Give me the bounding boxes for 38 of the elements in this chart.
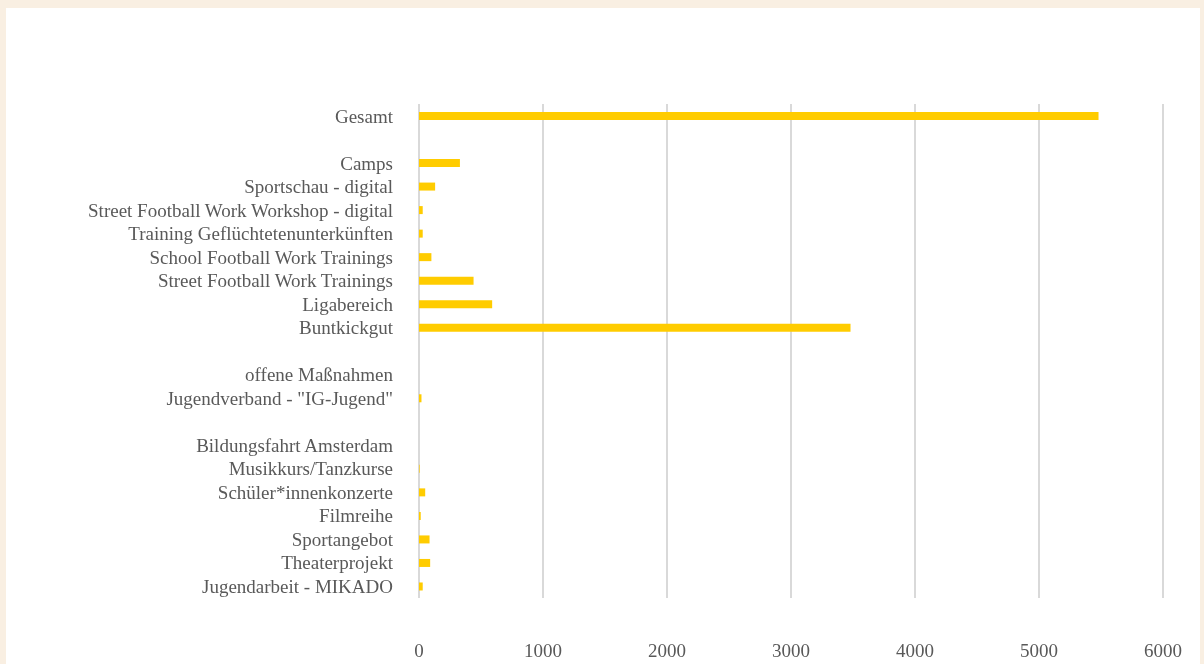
bar xyxy=(419,159,460,168)
y-tick-label: Street Football Work Trainings xyxy=(157,270,393,292)
bar xyxy=(419,276,474,285)
y-tick-label: Training Geflüchtetenunterkünften xyxy=(128,223,394,245)
x-tick-label: 1000 xyxy=(524,640,562,662)
x-tick-label: 0 xyxy=(414,640,424,662)
x-tick-label: 4000 xyxy=(896,640,934,662)
y-tick-label: Musikkurs/Tanzkurse xyxy=(228,458,393,480)
bar xyxy=(419,582,423,591)
y-tick-label: Sportschau - digital xyxy=(244,176,393,198)
y-tick-label: Camps xyxy=(340,152,393,174)
bar xyxy=(419,206,423,215)
y-tick-label: offene Maßnahmen xyxy=(245,364,394,386)
y-tick-label: Schüler*innenkonzerte xyxy=(217,481,393,503)
y-tick-label: Gesamt xyxy=(334,105,394,127)
x-tick-label: 5000 xyxy=(1020,640,1058,662)
bar xyxy=(419,535,430,544)
y-tick-label: Jugendarbeit - MIKADO xyxy=(201,575,393,597)
y-tick-label: Filmreihe xyxy=(319,505,393,527)
y-tick-label: Bildungsfahrt Amsterdam xyxy=(196,434,394,456)
y-tick-label: Theaterprojekt xyxy=(281,552,394,574)
y-tick-label: Ligabereich xyxy=(302,293,394,315)
bar xyxy=(419,112,1099,120)
x-tick-label: 6000 xyxy=(1144,640,1182,662)
bar xyxy=(419,558,431,567)
y-tick-label: School Football Work Trainings xyxy=(149,246,393,268)
y-tick-label: Jugendverband - "IG-Jugend" xyxy=(166,387,393,409)
bar xyxy=(419,229,423,238)
bar xyxy=(419,323,851,332)
y-tick-label: Street Football Work Workshop - digital xyxy=(88,199,393,221)
bar xyxy=(419,300,493,309)
y-tick-label: Buntkickgut xyxy=(299,317,394,339)
bar xyxy=(419,182,436,191)
bar xyxy=(419,488,426,497)
x-tick-label: 2000 xyxy=(648,640,686,662)
x-tick-label: 3000 xyxy=(772,640,810,662)
y-tick-label: Sportangebot xyxy=(291,528,394,550)
bar xyxy=(419,253,432,262)
